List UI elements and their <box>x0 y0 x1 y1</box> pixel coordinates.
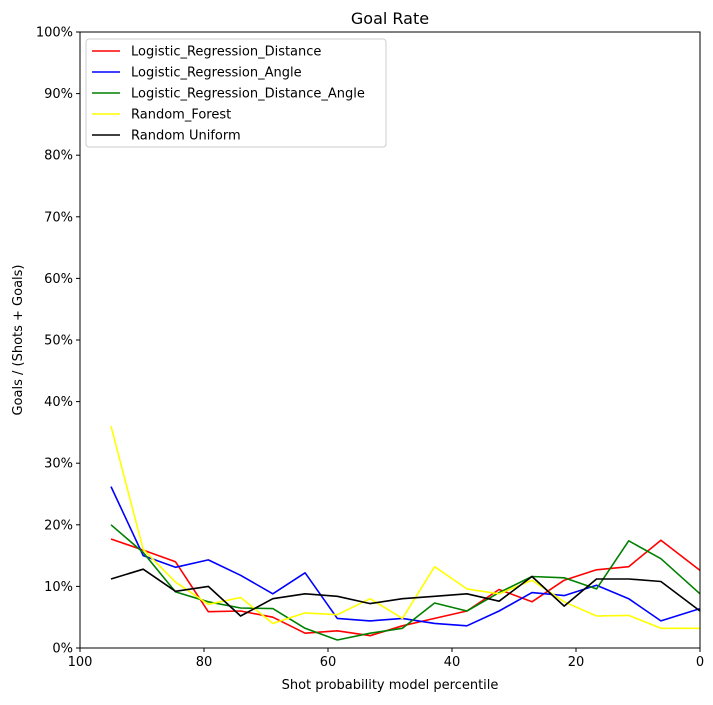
legend-label-4: Random Uniform <box>131 129 241 144</box>
y-tick-label: 100% <box>36 26 73 41</box>
legend-label-2: Logistic_Regression_Distance_Angle <box>131 87 365 102</box>
legend-items: Logistic_Regression_Distance Logistic_Reg… <box>92 45 365 144</box>
x-tick-label: 0 <box>696 655 704 670</box>
legend-label-3: Random_Forest <box>131 108 231 123</box>
y-tick-label: 90% <box>44 87 73 102</box>
y-tick-label: 80% <box>44 149 73 164</box>
legend-label-0: Logistic_Regression_Distance <box>131 45 321 60</box>
x-axis-label: Shot probability model percentile <box>282 678 499 693</box>
axis-ticks: 100 80 60 40 20 0 0% 10% 20% 30% 40% 50% 60% 70% 80% 90… <box>36 26 704 671</box>
series-lines <box>110 425 701 641</box>
legend-label-1: Logistic_Regression_Angle <box>131 66 302 81</box>
series-line-0 <box>110 538 701 637</box>
legend: Logistic_Regression_Distance Logistic_Reg… <box>85 38 387 148</box>
y-axis-label: Goals / (Shots + Goals) <box>11 264 26 415</box>
y-tick-label: 0% <box>52 642 73 657</box>
x-tick-label: 60 <box>320 655 337 670</box>
series-line-2 <box>110 524 701 641</box>
series-line-3 <box>110 425 700 630</box>
y-tick-label: 10% <box>44 580 73 595</box>
legend-box <box>85 38 387 148</box>
x-tick-label: 20 <box>568 655 585 670</box>
y-tick-label: 50% <box>44 334 73 349</box>
x-tick-label: 100 <box>68 655 93 670</box>
y-tick-label: 30% <box>44 457 73 472</box>
chart-title: Goal Rate <box>351 9 429 28</box>
x-tick-label: 80 <box>196 655 213 670</box>
y-tick-label: 70% <box>44 210 73 225</box>
y-tick-label: 20% <box>44 518 73 533</box>
x-tick-label: 40 <box>444 655 461 670</box>
y-tick-label: 60% <box>44 272 73 287</box>
series-line-4 <box>110 568 701 617</box>
y-tick-label: 40% <box>44 395 73 410</box>
